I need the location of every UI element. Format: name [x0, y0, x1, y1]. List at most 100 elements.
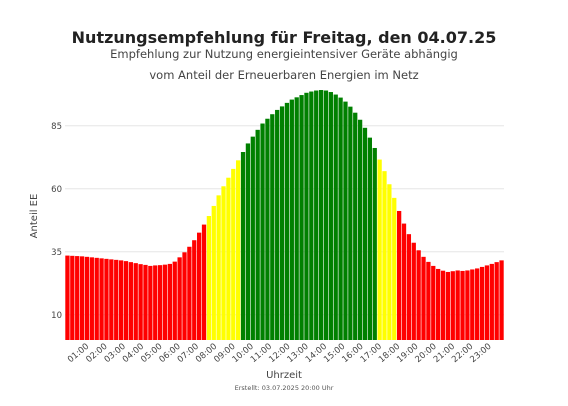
bar — [143, 264, 148, 340]
bar — [94, 257, 99, 340]
bar — [250, 136, 255, 340]
bar — [99, 258, 104, 340]
bar — [343, 101, 348, 340]
bar — [401, 223, 407, 340]
bar — [279, 106, 285, 341]
bar — [182, 252, 187, 340]
bar — [162, 264, 168, 340]
x-axis-ticks: 01:0002:0003:0004:0005:0006:0007:0008:00… — [66, 342, 494, 365]
bar — [114, 259, 119, 340]
bar — [333, 94, 338, 340]
bar — [192, 240, 197, 340]
bar — [206, 216, 212, 340]
bar — [65, 255, 70, 340]
bar — [172, 261, 177, 340]
bar — [392, 197, 397, 340]
bar — [167, 263, 173, 340]
bar — [133, 263, 138, 340]
bar — [109, 259, 114, 340]
bar — [148, 265, 153, 340]
bar — [236, 160, 241, 340]
bar — [494, 262, 499, 340]
bar — [289, 99, 294, 340]
bar — [89, 257, 94, 340]
bar — [226, 177, 231, 340]
y-tick-label: 60 — [51, 185, 62, 195]
bar — [221, 186, 226, 340]
bar — [128, 262, 133, 340]
gridlines — [65, 125, 504, 316]
bar — [328, 92, 333, 340]
created-timestamp: Erstellt: 03.07.2025 20:00 Uhr — [234, 384, 334, 392]
bar — [118, 260, 124, 340]
y-tick-label: 85 — [51, 122, 62, 132]
bar — [460, 270, 465, 340]
bar — [187, 246, 192, 340]
bar — [465, 270, 470, 340]
bars — [65, 90, 504, 341]
bar — [382, 171, 387, 340]
bar — [216, 195, 221, 340]
bar — [318, 90, 324, 341]
y-axis-label: Anteil EE — [29, 194, 40, 239]
bar — [479, 266, 485, 340]
bar — [309, 91, 314, 340]
bar — [294, 97, 299, 340]
bar — [426, 261, 431, 340]
chart-subtitle-line2: vom Anteil der Erneuerbaren Energien im … — [149, 68, 419, 82]
bar — [304, 92, 309, 340]
bar — [104, 258, 109, 340]
bar — [445, 271, 451, 340]
bar — [177, 257, 182, 340]
bar — [323, 90, 329, 341]
bar — [357, 119, 363, 340]
bar — [265, 118, 270, 341]
bar — [406, 234, 412, 340]
bar — [284, 102, 290, 341]
bar — [231, 168, 236, 340]
bar — [436, 268, 441, 340]
bar — [153, 265, 158, 340]
bar — [79, 256, 85, 340]
bar — [201, 224, 207, 340]
bar — [299, 95, 304, 340]
y-axis-ticks: 10 35 60 85 — [51, 122, 62, 321]
bar — [489, 263, 494, 340]
bar — [348, 106, 353, 341]
bar — [211, 205, 216, 340]
bar — [84, 256, 90, 340]
y-tick-label: 10 — [51, 311, 62, 321]
bar — [260, 123, 265, 340]
bar — [411, 242, 416, 340]
bar — [245, 143, 251, 340]
bar — [367, 137, 372, 340]
bar — [470, 269, 475, 340]
bar — [157, 265, 163, 340]
bar — [240, 152, 246, 340]
bar — [75, 256, 80, 340]
bar — [372, 147, 377, 340]
bar — [270, 114, 275, 341]
bar — [455, 270, 460, 340]
bar — [255, 129, 260, 340]
chart-subtitle-line1: Empfehlung zur Nutzung energieintensiver… — [110, 47, 458, 61]
bar — [387, 184, 392, 340]
bar — [431, 265, 436, 340]
x-tick-label: 23:00 — [468, 342, 493, 365]
bar — [484, 265, 490, 340]
bar — [440, 270, 446, 340]
bar — [314, 90, 319, 341]
bar — [197, 232, 202, 340]
x-axis-label: Uhrzeit — [266, 370, 302, 381]
chart-title: Nutzungsempfehlung für Freitag, den 04.0… — [71, 28, 497, 47]
bar — [353, 112, 358, 340]
bar — [416, 250, 421, 340]
bar — [70, 255, 75, 340]
bar — [138, 264, 143, 340]
bar — [499, 260, 504, 340]
y-tick-label: 35 — [51, 248, 62, 258]
bar — [377, 159, 382, 340]
bar — [475, 268, 480, 340]
bar — [338, 97, 343, 340]
